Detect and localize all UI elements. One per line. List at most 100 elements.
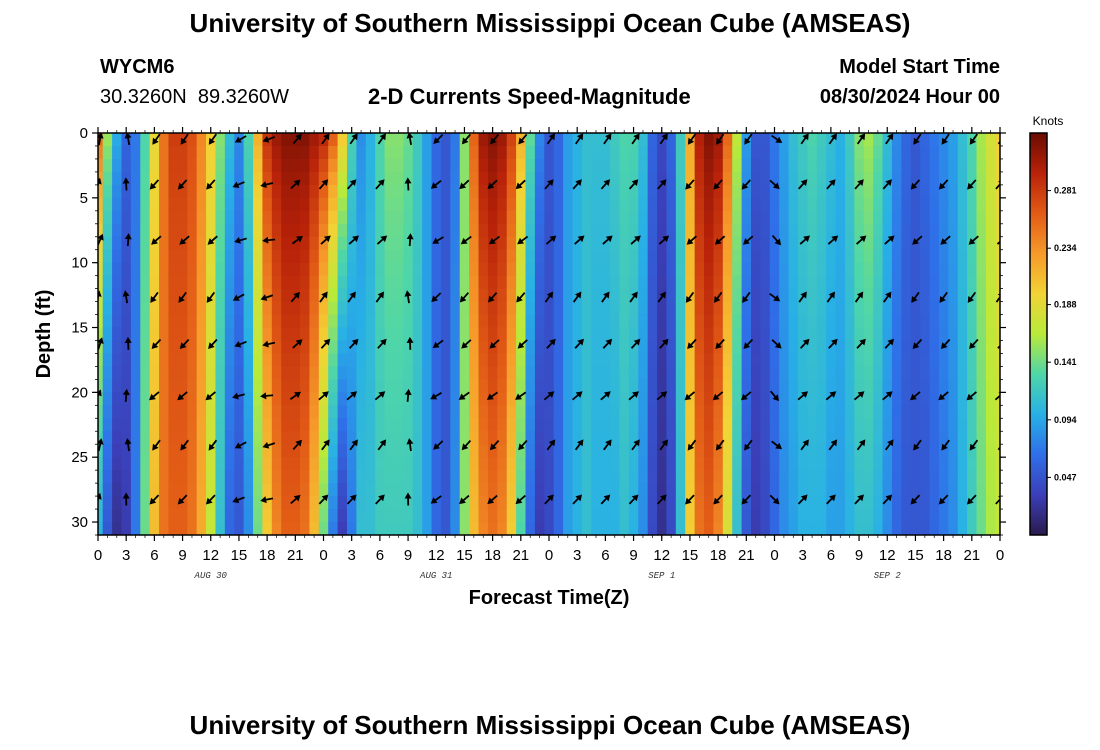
heatmap-cell [478,184,489,199]
heatmap-cell [469,236,480,251]
heatmap-cell [365,262,376,277]
heatmap-cell [412,301,423,316]
heatmap-cell [253,444,264,458]
heatmap-cell [525,288,536,303]
heatmap-cell [694,249,705,264]
heatmap-cell [581,288,592,303]
heatmap-cell [873,158,884,173]
heatmap-cell [102,314,113,329]
heatmap-cell [638,171,649,186]
current-arrow [715,439,725,451]
heatmap-cell [300,340,311,355]
heatmap-cell [516,444,527,458]
heatmap-cell [779,184,790,199]
heatmap-cell [704,236,715,251]
heatmap-cell [149,249,160,264]
heatmap-cell [534,223,545,238]
current-arrow [656,494,667,505]
heatmap-cell [478,457,489,471]
heatmap-cell [591,405,602,419]
heatmap-cell [140,522,151,535]
heatmap-cell [826,340,837,355]
heatmap-cell [309,158,320,173]
heatmap-cell [976,470,987,484]
heatmap-cell [346,418,357,432]
heatmap-cell [506,249,517,264]
heatmap-cell [563,496,574,510]
heatmap-cell [356,353,367,368]
heatmap-cell [215,171,226,186]
heatmap-cell [920,418,931,432]
heatmap-cell [318,418,329,432]
heatmap-cell [751,223,762,238]
heatmap-cell [290,249,301,264]
heatmap-cell [121,366,132,380]
heatmap-cell [525,470,536,484]
heatmap-cell [177,431,188,445]
heatmap-cell [666,184,677,199]
heatmap-cell [694,444,705,458]
heatmap-cell [98,184,104,199]
heatmap-cell [159,133,170,147]
heatmap-cell [920,314,931,329]
heatmap-cell [882,509,893,523]
heatmap-cell [619,223,630,238]
heatmap-cell [375,431,386,445]
heatmap-cell [572,327,583,342]
colorbar-tick-label: 0.141 [1054,357,1077,367]
heatmap-cell [271,301,282,316]
heatmap-cell [393,223,404,238]
heatmap-cell [121,340,132,355]
heatmap-cell [704,184,715,199]
heatmap-cell [112,392,123,406]
heatmap-cell [694,496,705,510]
heatmap-cell [995,431,1000,445]
heatmap-cell [318,223,329,238]
heatmap-cell [384,496,395,510]
heatmap-cell [844,210,855,225]
heatmap-cell [328,509,339,523]
current-arrow [713,291,723,303]
heatmap-cell [563,133,574,147]
heatmap-cell [844,249,855,264]
heatmap-cell [450,158,461,173]
heatmap-cell [215,522,226,535]
heatmap-cell [356,262,367,277]
heatmap-cell [534,392,545,406]
heatmap-cell [328,184,339,199]
heatmap-cell [281,288,292,303]
heatmap-cell [516,210,527,225]
heatmap-cell [685,379,696,393]
heatmap-cell [863,184,874,199]
heatmap-cell [234,353,245,368]
heatmap-cell [938,223,949,238]
heatmap-cell [797,340,808,355]
heatmap-cell [121,275,132,290]
heatmap-cell [318,197,329,212]
heatmap-cell [177,470,188,484]
heatmap-cell [882,133,893,147]
heatmap-cell [713,184,724,199]
heatmap-cell [948,366,959,380]
heatmap-cell [187,340,198,355]
heatmap-cell [318,405,329,419]
current-arrow [433,134,444,144]
heatmap-cell [666,405,677,419]
heatmap-cell [901,509,912,523]
heatmap-cell [863,457,874,471]
heatmap-cell [647,379,658,393]
heatmap-cell [619,171,630,186]
heatmap-cell [431,444,442,458]
heatmap-cell [797,184,808,199]
heatmap-cell [534,379,545,393]
heatmap-cell [891,431,902,445]
heatmap-cell [196,145,207,160]
heatmap-cell [797,223,808,238]
heatmap-cell [168,236,179,251]
heatmap-cell [591,158,602,173]
heatmap-cell [751,522,762,535]
heatmap-cell [694,133,705,147]
heatmap-cell [478,431,489,445]
heatmap-cell [300,483,311,497]
heatmap-cell [440,210,451,225]
